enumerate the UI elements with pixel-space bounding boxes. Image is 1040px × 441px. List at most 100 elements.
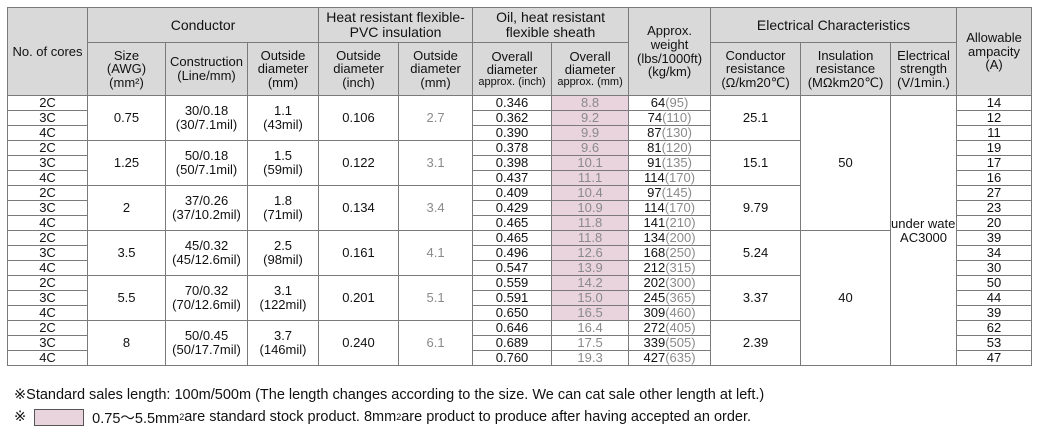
sheath-od-inch-cell: 0.378 bbox=[472, 140, 553, 156]
weight-kg: 245 bbox=[643, 290, 666, 306]
cores-cell: 2C bbox=[7, 275, 88, 291]
cores-cell: 4C bbox=[7, 170, 88, 186]
note-stock-text-a: 0.75～5.5mm bbox=[92, 410, 180, 427]
weight-cell: 114(170) bbox=[628, 170, 712, 186]
weight-lbs: (210) bbox=[665, 215, 696, 231]
sheath-od-inch-cell: 0.346 bbox=[472, 95, 553, 111]
construction-cell: 45/0.32 (45/12.6mil) bbox=[165, 230, 248, 276]
weight-kg: 134 bbox=[643, 230, 666, 246]
weight-kg: 114 bbox=[643, 170, 665, 186]
weight-kg: 91 bbox=[647, 155, 662, 171]
size-cell: 8 bbox=[87, 320, 166, 366]
cores-cell: 4C bbox=[7, 260, 88, 276]
ampacity-cell: 27 bbox=[956, 185, 1033, 201]
header-size-line1: Size bbox=[113, 47, 140, 63]
construction-cell-line2: (37/10.2mil) bbox=[172, 207, 241, 222]
conductor-resistance-cell: 9.79 bbox=[710, 185, 802, 231]
header-cond-res-line3: (Ω/km20℃) bbox=[721, 74, 790, 90]
construction-cell: 50/0.18 (50/7.1mil) bbox=[165, 140, 248, 186]
conductor-od-cell-line1: 3.1 bbox=[273, 283, 293, 299]
ampacity-cell: 39 bbox=[956, 230, 1033, 246]
weight-cell: 141(210) bbox=[628, 215, 712, 231]
sheath-od-inch-cell: 0.465 bbox=[472, 215, 553, 231]
note-mark: ※ bbox=[14, 409, 27, 425]
stock-color-swatch bbox=[34, 408, 85, 426]
weight-cell: 202(300) bbox=[628, 275, 712, 291]
cable-spec-table: No. of cores Conductor Heat resistant fl… bbox=[7, 7, 1033, 366]
weight-lbs: (460) bbox=[665, 305, 696, 321]
weight-kg: 141 bbox=[643, 215, 666, 231]
header-cores: No. of cores bbox=[7, 7, 88, 96]
header-sheath: Oil, heat resistant flexible sheath bbox=[472, 7, 630, 43]
size-cell: 1.25 bbox=[87, 140, 166, 186]
sheath-od-mm-cell: 11.1 bbox=[551, 170, 630, 186]
note-stock-text-c: are product to produce after having acce… bbox=[401, 409, 752, 425]
header-construction: Construction (Line/mm) bbox=[165, 42, 248, 96]
weight-lbs: (95) bbox=[665, 95, 689, 111]
weight-kg: 212 bbox=[643, 260, 666, 276]
construction-cell-line1: 50/0.45 bbox=[184, 328, 229, 344]
table-row: 2C 0.75 30/0.18 (30/7.1mil) 1.1 (43mil) 0.106 2… bbox=[7, 95, 1033, 366]
cores-cell: 4C bbox=[7, 350, 88, 366]
header-insulation-resistance: Insulation resistance (MΩkm20℃) bbox=[800, 42, 892, 96]
header-pvc-line1: Heat resistant flexible- bbox=[326, 9, 465, 26]
weight-kg: 339 bbox=[643, 335, 666, 351]
header-size-line2: (AWG) bbox=[106, 61, 147, 77]
pvc-od-inch-cell: 0.106 bbox=[318, 95, 400, 141]
note-mark: ※ bbox=[14, 387, 27, 403]
pvc-od-mm-cell: 3.1 bbox=[398, 140, 474, 186]
conductor-resistance-cell: 2.39 bbox=[710, 320, 802, 366]
sheath-od-mm-cell: 14.2 bbox=[551, 275, 630, 291]
sheath-od-inch-cell: 0.398 bbox=[472, 155, 553, 171]
header-pvc-od-mm-line3: (mm) bbox=[420, 74, 451, 90]
weight-kg: 64 bbox=[650, 95, 666, 111]
construction-cell-line1: 30/0.18 bbox=[184, 103, 229, 119]
weight-lbs: (170) bbox=[664, 200, 696, 216]
ampacity-cell: 30 bbox=[956, 260, 1033, 276]
header-pvc-od-inch-line2: diameter bbox=[333, 61, 384, 77]
conductor-od-cell-line1: 1.8 bbox=[273, 193, 293, 209]
table-row: 2C 2 37/0.26 (37/10.2mil) 1.8 (71mil) 0.134 3.4… bbox=[7, 185, 1033, 231]
sheath-od-inch-cell: 0.390 bbox=[472, 125, 553, 141]
table-row: 4C 0.760 19.3 427(635) 47 bbox=[7, 350, 1033, 366]
electrical-strength-cell-line1: under water bbox=[891, 215, 957, 231]
weight-kg: 309 bbox=[643, 305, 666, 321]
ampacity-cell: 39 bbox=[956, 305, 1033, 321]
conductor-od-cell: 1.5 (59mil) bbox=[246, 140, 320, 186]
table-body: 2C 0.75 30/0.18 (30/7.1mil) 1.1 (43mil) 0.106 2… bbox=[7, 95, 1033, 366]
footnote-stock: ※ 0.75～5.5mm 2 are standard stock product… bbox=[14, 406, 764, 428]
header-sheath-line1: Oil, heat resistant bbox=[496, 9, 605, 26]
header-pvc-od-inch-line1: Outside bbox=[336, 47, 381, 63]
cores-cell: 2C bbox=[7, 95, 88, 111]
note-sales-length-text: Standard sales length: 100m/500m (The le… bbox=[26, 387, 765, 403]
header-sheath-od-mm: Overall diameter approx. (mm) bbox=[551, 42, 630, 96]
pvc-od-mm-cell: 3.4 bbox=[398, 185, 474, 231]
weight-lbs: (405) bbox=[665, 320, 696, 336]
ampacity-cell: 12 bbox=[956, 110, 1033, 126]
header-ins-res-line2: resistance bbox=[815, 61, 876, 77]
sheath-od-mm-cell: 11.8 bbox=[551, 215, 630, 231]
weight-lbs: (505) bbox=[665, 335, 696, 351]
conductor-resistance-cell: 3.37 bbox=[710, 275, 802, 321]
conductor-od-cell-line2: (43mil) bbox=[263, 117, 303, 132]
weight-kg: 97 bbox=[647, 185, 662, 201]
construction-cell-line1: 50/0.18 bbox=[184, 148, 229, 164]
cores-cell: 3C bbox=[7, 110, 88, 126]
sheath-od-inch-cell: 0.496 bbox=[472, 245, 553, 261]
weight-kg: 202 bbox=[643, 275, 666, 291]
sheath-od-inch-cell: 0.760 bbox=[472, 350, 553, 366]
weight-lbs: (135) bbox=[661, 155, 692, 171]
pvc-od-inch-cell: 0.134 bbox=[318, 185, 400, 231]
sheath-od-inch-cell: 0.646 bbox=[472, 320, 553, 336]
conductor-resistance-cell: 5.24 bbox=[710, 230, 802, 276]
conductor-od-cell-line1: 1.5 bbox=[273, 148, 293, 164]
header-conductor-resistance: Conductor resistance (Ω/km20℃) bbox=[710, 42, 802, 96]
construction-cell-line2: (50/17.7mil) bbox=[172, 342, 241, 357]
sheath-od-mm-cell: 17.5 bbox=[551, 335, 630, 351]
cores-cell: 2C bbox=[7, 140, 88, 156]
pvc-od-mm-cell: 5.1 bbox=[398, 275, 474, 321]
header-weight-line3: (lbs/1000ft) bbox=[637, 50, 703, 66]
header-weight: Approx. weight (lbs/1000ft) (kg/km) bbox=[628, 7, 712, 96]
header-sheath-od-mm-line3: approx. (mm) bbox=[557, 75, 623, 88]
sheath-od-inch-cell: 0.409 bbox=[472, 185, 553, 201]
